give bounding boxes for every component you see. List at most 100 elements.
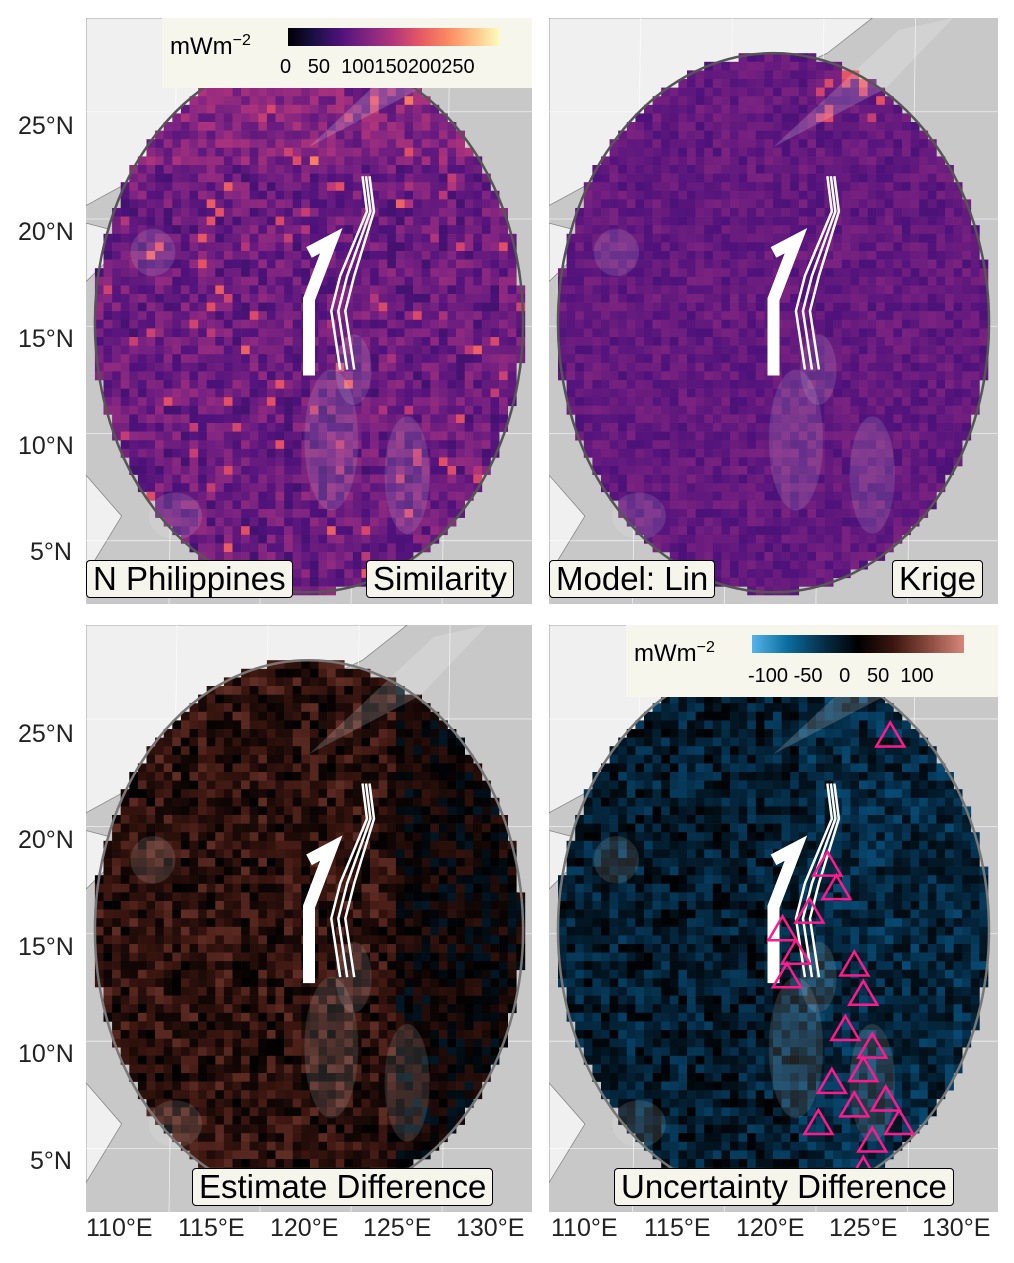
trench-segment xyxy=(337,176,372,370)
raster-cell xyxy=(180,534,190,544)
raster-cell xyxy=(120,423,130,432)
raster-cell xyxy=(223,130,233,140)
raster-cell xyxy=(258,543,268,553)
raster-cell xyxy=(275,259,285,269)
raster-cell xyxy=(824,423,834,432)
raster-cell xyxy=(438,259,448,269)
raster-cell xyxy=(635,122,645,131)
raster-cell xyxy=(704,190,714,200)
raster-cell xyxy=(387,397,397,407)
raster-cell xyxy=(481,242,491,252)
raster-cell xyxy=(215,371,225,381)
raster-cell xyxy=(301,543,311,553)
raster-cell xyxy=(575,414,585,424)
raster-cell xyxy=(327,104,336,114)
raster-cell xyxy=(232,139,242,149)
raster-cell xyxy=(644,509,653,518)
raster-cell xyxy=(652,130,662,140)
raster-cell xyxy=(807,96,817,106)
raster-cell xyxy=(258,268,268,278)
raster-cell xyxy=(790,199,800,209)
raster-cell xyxy=(661,302,671,312)
raster-cell xyxy=(120,319,130,329)
raster-cell xyxy=(318,466,328,475)
raster-cell xyxy=(206,405,216,415)
raster-cell xyxy=(456,405,465,415)
raster-cell xyxy=(266,483,276,493)
raster-cell xyxy=(833,405,843,415)
raster-cell xyxy=(198,319,207,329)
raster-cell xyxy=(344,285,354,295)
raster-cell xyxy=(430,491,440,501)
raster-cell xyxy=(755,319,765,329)
raster-cell xyxy=(953,440,963,450)
raster-cell xyxy=(841,311,851,321)
raster-cell xyxy=(910,147,920,157)
raster-cell xyxy=(352,233,362,243)
raster-cell xyxy=(481,216,491,226)
raster-cell xyxy=(919,268,929,278)
raster-cell xyxy=(609,491,619,501)
raster-cell xyxy=(644,431,653,441)
raster-cell xyxy=(712,328,722,338)
raster-cell xyxy=(275,405,285,415)
raster-cell xyxy=(661,517,671,527)
raster-cell xyxy=(747,397,757,407)
raster-cell xyxy=(301,208,311,217)
raster-cell xyxy=(344,302,354,312)
raster-cell xyxy=(773,526,782,536)
raster-cell xyxy=(945,242,954,252)
raster-cell xyxy=(163,483,173,493)
raster-cell xyxy=(499,414,508,424)
land-mass xyxy=(549,474,586,576)
raster-cell xyxy=(747,139,757,149)
raster-cell xyxy=(258,242,268,252)
raster-cell xyxy=(146,268,156,278)
raster-cell xyxy=(223,491,233,501)
raster-cell xyxy=(335,139,345,149)
raster-cell xyxy=(884,104,894,114)
raster-cell xyxy=(781,104,791,114)
raster-cell xyxy=(275,182,285,192)
raster-cell xyxy=(910,483,920,493)
raster-cell xyxy=(430,431,440,441)
raster-cell xyxy=(833,147,843,157)
raster-cell xyxy=(841,414,851,424)
raster-cell xyxy=(747,242,757,252)
raster-cell xyxy=(833,466,843,475)
raster-cell xyxy=(566,337,576,346)
raster-cell xyxy=(773,87,782,97)
raster-cell xyxy=(669,130,679,140)
raster-cell xyxy=(284,362,293,372)
raster-cell xyxy=(352,190,362,200)
raster-cell xyxy=(902,526,911,536)
raster-cell xyxy=(344,569,354,579)
raster-cell xyxy=(249,509,259,518)
raster-cell xyxy=(790,328,800,338)
raster-cell xyxy=(927,268,937,278)
raster-cell xyxy=(790,113,800,123)
raster-cell xyxy=(704,414,714,424)
raster-cell xyxy=(644,156,653,166)
raster-cell xyxy=(927,147,937,157)
raster-cell xyxy=(266,113,276,123)
raster-cell xyxy=(481,431,491,441)
raster-cell xyxy=(413,285,422,295)
raster-cell xyxy=(798,526,808,536)
raster-cell xyxy=(859,216,868,226)
raster-cell xyxy=(163,294,173,303)
raster-cell xyxy=(137,319,147,329)
raster-cell xyxy=(172,233,182,243)
raster-cell xyxy=(284,173,293,183)
raster-cell xyxy=(456,139,465,149)
raster-cell xyxy=(704,147,714,157)
raster-cell xyxy=(120,268,130,278)
raster-cell xyxy=(129,319,139,329)
raster-cell xyxy=(198,259,207,269)
raster-cell xyxy=(695,139,705,149)
raster-cell xyxy=(884,242,894,252)
raster-cell xyxy=(730,483,739,493)
raster-cell xyxy=(884,311,894,321)
raster-cell xyxy=(155,130,164,140)
raster-cell xyxy=(798,268,808,278)
